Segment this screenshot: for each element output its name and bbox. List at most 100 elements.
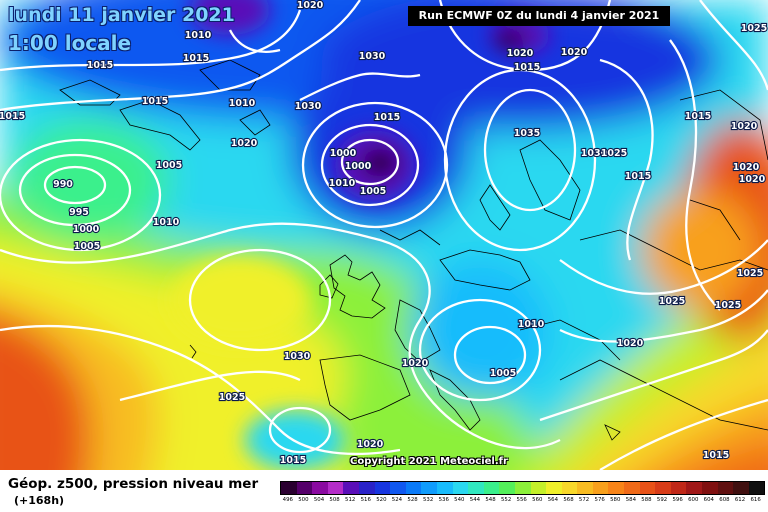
legend-swatch	[374, 482, 391, 494]
legend-label: 528	[407, 497, 418, 503]
legend-label: 556	[516, 497, 527, 503]
pressure-label: 1020	[357, 439, 384, 450]
legend-swatch	[639, 482, 656, 494]
lead-time: (+168h)	[14, 494, 65, 507]
legend-labels: 496 500 504 508 512 516 520 524 528 532 536 540 544 5…	[280, 497, 763, 503]
pressure-label: 1020	[297, 0, 324, 11]
pressure-label: 1015	[374, 112, 400, 123]
pressure-label: 1015	[87, 60, 113, 71]
legend-swatch	[686, 482, 703, 494]
pressure-label: 1020	[739, 174, 766, 185]
pressure-label: 1015	[280, 455, 306, 466]
legend-swatch	[577, 482, 593, 494]
legend-swatch	[468, 482, 484, 494]
pressure-label: 1020	[617, 338, 644, 349]
legend-label: 548	[485, 497, 496, 503]
legend-swatch	[748, 482, 765, 494]
pressure-label: 1030	[284, 351, 311, 362]
legend-label: 544	[469, 497, 481, 503]
legend-label: 564	[547, 497, 559, 503]
legend-label: 608	[719, 497, 730, 503]
legend-swatch	[405, 482, 422, 494]
pressure-label: 1020	[733, 162, 760, 173]
legend-swatch	[499, 482, 515, 494]
legend-label: 596	[672, 497, 683, 503]
pressure-label: 1015	[142, 96, 168, 107]
pressure-label: 1005	[360, 186, 386, 197]
legend-label: 524	[391, 497, 403, 503]
model-run-label: Run ECMWF 0Z du lundi 4 janvier 2021	[408, 6, 670, 26]
legend-swatch	[327, 482, 344, 494]
legend-label: 568	[563, 497, 574, 503]
legend-swatch	[702, 482, 718, 494]
pressure-label: 1005	[490, 368, 516, 379]
pressure-label: 1020	[402, 358, 429, 369]
pressure-label: 1015	[703, 450, 729, 461]
legend-swatch	[514, 482, 531, 494]
legend-label: 504	[313, 497, 325, 503]
legend-swatch	[483, 482, 500, 494]
legend-swatch	[733, 482, 749, 494]
pressure-label: 1015	[685, 111, 711, 122]
weather-map: 1010 1020 1015 1015 1010 1030 1030 1020 …	[0, 0, 768, 470]
legend-swatch	[670, 482, 687, 494]
pressure-label: 1020	[731, 121, 758, 132]
pressure-label: 995	[69, 207, 89, 218]
pressure-label: 1005	[156, 160, 182, 171]
legend-swatch	[452, 482, 469, 494]
pressure-label: 1015	[514, 62, 540, 73]
legend-label: 612	[734, 497, 746, 503]
legend-label: 576	[594, 497, 605, 503]
legend-label: 552	[500, 497, 512, 503]
legend-swatch	[546, 482, 562, 494]
legend-label: 520	[376, 497, 387, 503]
legend-swatch	[421, 482, 437, 494]
legend-label: 500	[298, 497, 309, 503]
pressure-label: 1020	[231, 138, 258, 149]
legend-swatch	[312, 482, 328, 494]
map-caption: Géop. z500, pression niveau mer	[8, 476, 259, 492]
legend-swatch	[655, 482, 671, 494]
pressure-label: 1020	[561, 47, 588, 58]
legend-label: 604	[703, 497, 714, 503]
legend-swatch	[592, 482, 609, 494]
legend-swatch	[358, 482, 375, 494]
geopotential-field: 1010 1020 1015 1015 1010 1030 1030 1020 …	[0, 0, 768, 470]
pressure-label: 1015	[0, 111, 25, 122]
legend-label: 540	[454, 497, 465, 503]
pressure-label: 1025	[715, 300, 741, 311]
pressure-label: 1010	[153, 217, 180, 228]
legend-swatch	[390, 482, 406, 494]
legend-label: 516	[360, 497, 371, 503]
legend-swatch	[608, 482, 625, 494]
legend-swatch	[436, 482, 453, 494]
pressure-label: 1030	[359, 51, 386, 62]
legend-label: 572	[578, 497, 590, 503]
forecast-hour: 1:00 locale	[8, 31, 132, 55]
pressure-label: 1030	[581, 148, 608, 159]
pressure-label: 1005	[74, 241, 100, 252]
isobars	[0, 0, 768, 470]
legend-label: 508	[329, 497, 340, 503]
pressure-label: 1030	[295, 101, 322, 112]
pressure-label: 1010	[329, 178, 356, 189]
pressure-label: 1025	[601, 148, 627, 159]
color-legend	[280, 481, 766, 495]
legend-swatch	[281, 482, 297, 494]
footer-bar: Géop. z500, pression niveau mer (+168h) …	[0, 470, 768, 512]
pressure-label: 1000	[73, 224, 100, 235]
pressure-label: 1035	[514, 128, 540, 139]
legend-swatch	[717, 482, 734, 494]
pressure-label: 990	[53, 179, 73, 190]
legend-swatch	[624, 482, 640, 494]
pressure-label: 1025	[659, 296, 685, 307]
legend-label: 512	[345, 497, 356, 503]
pressure-label: 1010	[518, 319, 545, 330]
legend-label: 616	[750, 497, 761, 503]
legend-label: 496	[282, 497, 293, 503]
pressure-label: 1010	[229, 98, 256, 109]
pressure-label: 1015	[183, 53, 209, 64]
legend-swatch	[343, 482, 359, 494]
pressure-label: 1020	[507, 48, 534, 59]
legend-label: 592	[656, 497, 668, 503]
